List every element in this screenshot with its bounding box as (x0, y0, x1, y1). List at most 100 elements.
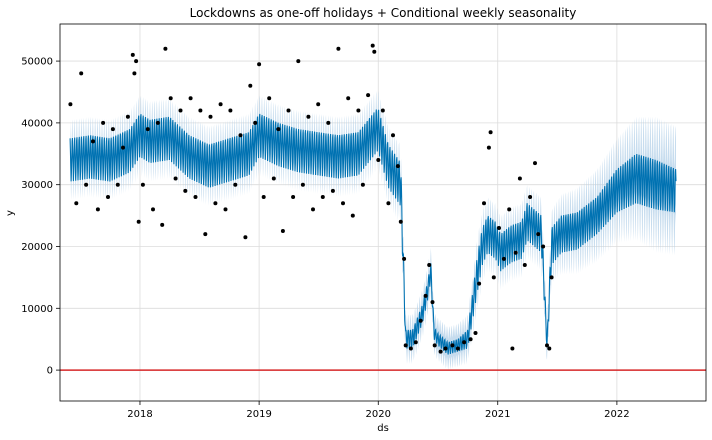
observation-point (549, 275, 554, 280)
observation-point (391, 133, 395, 138)
observation-point (536, 232, 541, 237)
observation-point (356, 108, 361, 113)
observation-point (136, 219, 141, 224)
observation-point (513, 250, 518, 255)
observation-point (213, 201, 218, 206)
observation-point (198, 108, 203, 113)
observation-point (140, 182, 145, 187)
observation-point (336, 46, 341, 51)
observation-point (233, 182, 238, 187)
observation-point (130, 52, 135, 57)
observation-point (533, 161, 537, 166)
observation-point (366, 93, 371, 98)
observation-point (183, 188, 188, 193)
observation-point (517, 176, 522, 181)
observation-point (380, 108, 385, 113)
observation-point (257, 62, 262, 67)
observation-point (276, 127, 281, 132)
observation-point (300, 182, 305, 187)
observation-point (145, 127, 150, 132)
observation-point (473, 331, 478, 335)
observation-point (522, 263, 527, 267)
observation-point (306, 114, 311, 119)
observation-point (488, 130, 493, 135)
observation-point (501, 256, 506, 261)
y-tick-label: 10000 (21, 304, 53, 315)
observation-point (402, 256, 407, 261)
observation-point (79, 71, 84, 76)
observation-point (408, 346, 413, 351)
observation-point (261, 195, 266, 199)
observation-point (547, 346, 552, 351)
observation-point (243, 235, 248, 240)
observation-point (121, 145, 125, 150)
y-tick-label: 0 (47, 366, 53, 377)
observation-point (291, 195, 296, 199)
observation-point (510, 346, 515, 351)
observation-point (193, 195, 198, 199)
observation-point (427, 263, 432, 267)
observation-point (178, 108, 183, 113)
observation-point (311, 207, 315, 212)
observation-points-layer (68, 43, 554, 354)
observation-point (238, 133, 243, 138)
observation-point (208, 114, 213, 119)
observation-point (341, 201, 345, 206)
chart-title: Lockdowns as one-off holidays + Conditio… (190, 6, 577, 20)
observation-point (95, 207, 100, 212)
x-axis-title: ds (377, 423, 389, 434)
observation-point (203, 232, 208, 237)
observation-point (372, 49, 377, 54)
observation-point (188, 96, 193, 101)
observation-point (110, 127, 115, 132)
observation-point (386, 201, 391, 206)
observation-point (455, 346, 460, 351)
observation-point (350, 213, 355, 218)
observation-point (163, 46, 168, 51)
observation-point (320, 195, 325, 199)
observation-point (74, 201, 79, 206)
observation-point (443, 346, 448, 351)
observation-point (507, 207, 512, 212)
observation-point (497, 226, 501, 230)
observation-point (271, 176, 276, 181)
observation-point (316, 102, 321, 107)
observation-point (545, 343, 549, 348)
observation-point (248, 83, 253, 88)
observation-point (91, 139, 95, 144)
observation-point (280, 229, 285, 233)
observation-point (173, 176, 178, 181)
observation-point (106, 195, 110, 199)
x-tick-label: 2019 (246, 409, 271, 420)
observation-point (370, 43, 375, 48)
observation-point (403, 343, 408, 348)
observation-point (418, 318, 423, 323)
observation-point (151, 207, 155, 212)
observation-point (134, 59, 139, 64)
observation-point (253, 120, 258, 125)
x-tick-label: 2022 (604, 409, 629, 420)
observation-point (477, 281, 482, 286)
y-tick-label: 30000 (21, 180, 53, 191)
observation-point (125, 114, 130, 119)
observation-point (541, 244, 546, 249)
observation-point (296, 59, 301, 64)
y-tick-label: 40000 (21, 118, 53, 129)
observation-point (430, 300, 435, 305)
observation-point (423, 293, 428, 298)
y-axis-ticks: 0 10000 20000 30000 40000 50000 (21, 57, 60, 377)
x-tick-label: 2020 (366, 409, 391, 420)
y-tick-label: 20000 (21, 242, 53, 253)
observation-point (330, 188, 335, 193)
observation-point (398, 219, 403, 224)
observation-point (267, 96, 272, 101)
x-axis-ticks: 2018 2019 2020 2021 2022 (127, 401, 630, 420)
x-tick-label: 2018 (127, 409, 152, 420)
observation-point (450, 343, 455, 348)
observation-point (528, 195, 533, 199)
observation-point (468, 337, 473, 342)
observation-point (286, 108, 291, 113)
observation-point (360, 182, 365, 187)
observation-point (462, 340, 467, 345)
